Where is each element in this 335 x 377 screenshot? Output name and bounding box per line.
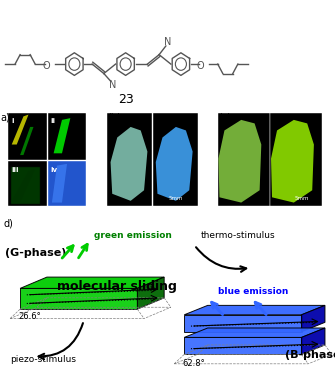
Text: (B-phase): (B-phase)	[285, 350, 335, 360]
Text: molecular sliding: molecular sliding	[57, 280, 177, 293]
Text: 5mm: 5mm	[294, 196, 309, 201]
Text: 62.8°: 62.8°	[183, 359, 205, 368]
Polygon shape	[111, 127, 147, 201]
Polygon shape	[137, 277, 164, 309]
Polygon shape	[54, 118, 70, 153]
FancyBboxPatch shape	[107, 113, 152, 206]
Text: piezo-stimulus: piezo-stimulus	[10, 355, 76, 364]
Polygon shape	[52, 164, 67, 202]
Polygon shape	[20, 277, 164, 288]
FancyBboxPatch shape	[48, 113, 86, 160]
Polygon shape	[20, 127, 34, 155]
Polygon shape	[184, 315, 302, 332]
Polygon shape	[218, 120, 261, 202]
Text: iv: iv	[50, 167, 57, 173]
Text: d): d)	[3, 219, 13, 229]
FancyBboxPatch shape	[218, 113, 270, 206]
Polygon shape	[184, 337, 302, 354]
FancyBboxPatch shape	[10, 166, 40, 204]
Text: blue emission: blue emission	[218, 287, 288, 296]
FancyBboxPatch shape	[153, 113, 198, 206]
Text: (b): (b)	[107, 112, 121, 122]
Polygon shape	[302, 328, 325, 354]
Text: a): a)	[1, 112, 10, 122]
Text: (c): (c)	[218, 112, 231, 122]
Text: thermo-stimulus: thermo-stimulus	[201, 230, 276, 239]
Text: O: O	[196, 61, 204, 71]
Polygon shape	[20, 288, 137, 309]
FancyBboxPatch shape	[8, 161, 47, 206]
Polygon shape	[12, 115, 28, 144]
FancyBboxPatch shape	[8, 113, 47, 160]
Polygon shape	[184, 305, 325, 315]
Text: green emission: green emission	[94, 230, 172, 239]
Polygon shape	[184, 328, 325, 337]
Text: O: O	[42, 61, 50, 71]
Text: N: N	[164, 37, 171, 47]
Polygon shape	[302, 305, 325, 332]
FancyBboxPatch shape	[48, 161, 86, 206]
Text: 5mm: 5mm	[169, 196, 183, 201]
Polygon shape	[271, 120, 314, 202]
FancyBboxPatch shape	[270, 113, 322, 206]
Text: i: i	[11, 118, 13, 124]
Text: 26.6°: 26.6°	[18, 311, 41, 320]
Text: ii: ii	[50, 118, 55, 124]
Polygon shape	[156, 127, 193, 201]
Text: (G-phase): (G-phase)	[5, 248, 66, 258]
Text: N: N	[109, 80, 116, 90]
Text: iii: iii	[11, 167, 18, 173]
Polygon shape	[11, 169, 35, 202]
Text: 23: 23	[118, 93, 134, 106]
